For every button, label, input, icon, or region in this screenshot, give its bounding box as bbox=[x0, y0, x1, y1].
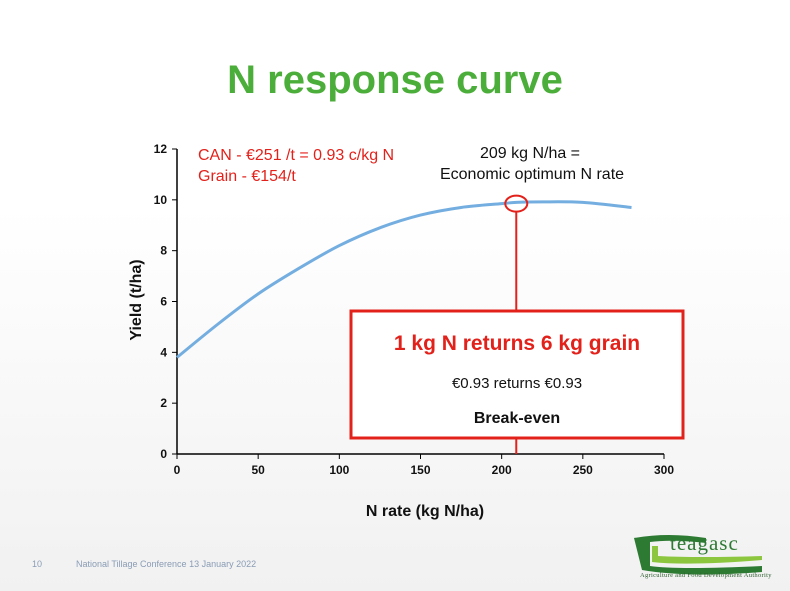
page-number: 10 bbox=[32, 559, 43, 569]
y-tick-label: 0 bbox=[160, 447, 167, 461]
logo-mark-icon bbox=[634, 535, 762, 575]
y-tick-label: 8 bbox=[160, 244, 167, 258]
price-line-2: Grain - €154/t bbox=[198, 168, 296, 185]
x-tick-label: 150 bbox=[410, 463, 430, 477]
logo-wordmark: teagasc bbox=[670, 531, 739, 555]
x-tick-label: 0 bbox=[174, 463, 181, 477]
x-tick-label: 250 bbox=[573, 463, 593, 477]
box-line: €0.93 returns €0.93 bbox=[452, 375, 582, 392]
logo-tagline: Agriculture and Food Development Authori… bbox=[640, 572, 772, 579]
slide-title: N response curve bbox=[227, 58, 563, 102]
optimum-label-1: 209 kg N/ha = bbox=[480, 145, 580, 162]
price-line-1: CAN - €251 /t = 0.93 c/kg N bbox=[198, 147, 394, 164]
box-emphasis: Break-even bbox=[474, 410, 560, 427]
y-tick-label: 4 bbox=[160, 345, 167, 359]
x-tick-label: 100 bbox=[329, 463, 349, 477]
yield-curve bbox=[176, 200, 632, 359]
chart-ticks: 0 50 100 150 200 250 300 0 2 4 6 8 10 12 bbox=[154, 142, 675, 477]
x-tick-label: 300 bbox=[654, 463, 674, 477]
x-tick-label: 50 bbox=[251, 463, 265, 477]
returns-box bbox=[349, 309, 685, 440]
x-axis-label: N rate (kg N/ha) bbox=[366, 503, 484, 520]
y-axis-label: Yield (t/ha) bbox=[128, 259, 145, 340]
y-tick-label: 12 bbox=[154, 142, 168, 156]
optimum-label-2: Economic optimum N rate bbox=[440, 166, 624, 183]
footer-text: National Tillage Conference 13 January 2… bbox=[76, 559, 257, 569]
y-tick-label: 2 bbox=[160, 396, 167, 410]
y-tick-label: 10 bbox=[154, 193, 168, 207]
box-title: 1 kg N returns 6 kg grain bbox=[394, 332, 640, 355]
y-tick-label: 6 bbox=[160, 295, 167, 309]
x-tick-label: 200 bbox=[492, 463, 512, 477]
teagasc-logo: teagasc Agriculture and Food Development… bbox=[628, 528, 771, 584]
